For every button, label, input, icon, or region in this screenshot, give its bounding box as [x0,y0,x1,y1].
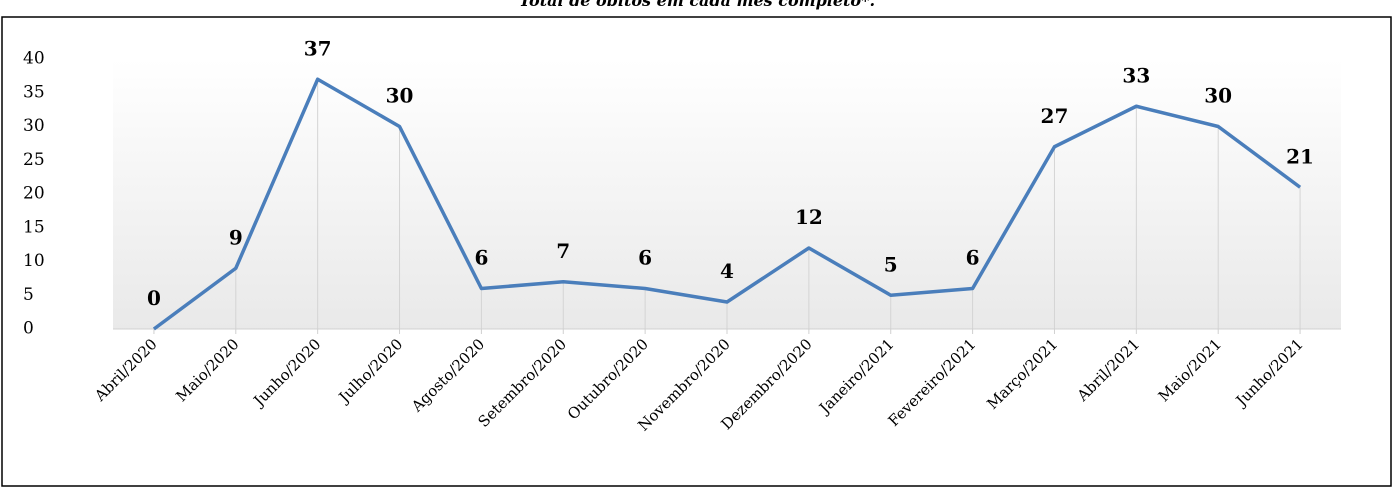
x-tick-label: Junho/2021 [1231,335,1307,411]
data-label: 27 [1041,104,1069,128]
chart-title: Total de óbitos em cada mês completo*. [519,0,875,10]
x-tick-label: Fevereiro/2021 [885,335,980,430]
data-label: 7 [556,239,570,263]
x-tick-label: Maio/2020 [172,335,242,405]
data-label: 0 [147,286,161,310]
data-label: 37 [304,36,332,60]
series-line [152,77,1302,331]
x-tick-label: Dezembro/2020 [717,335,815,433]
y-tick-label: 30 [23,116,45,136]
y-tick-label: 35 [23,82,45,102]
chart-border [1,16,1392,487]
x-tick-label: Agosto/2020 [407,335,488,416]
x-tick-label: Setembro/2020 [474,335,570,431]
y-tick-label: 10 [23,251,45,271]
x-tick-label: Junho/2020 [249,335,325,411]
y-tick-label: 25 [23,150,45,170]
data-label: 33 [1122,63,1150,87]
x-tick-label: Abril/2020 [90,335,160,405]
data-label: 6 [638,246,652,270]
plot-area [113,59,1341,329]
data-label: 30 [1204,84,1232,108]
data-label: 21 [1286,144,1314,168]
data-label: 4 [720,259,734,283]
y-tick-label: 15 [23,217,45,237]
y-tick-label: 5 [23,285,34,305]
data-label: 6 [966,246,980,270]
y-tick-label: 0 [23,319,34,339]
data-label: 12 [795,205,823,229]
y-tick-label: 20 [23,184,45,204]
x-tick-label: Julho/2020 [334,335,406,407]
x-tick-label: Janeiro/2021 [814,335,897,418]
data-label: 5 [884,252,898,276]
data-label: 6 [474,246,488,270]
x-tick-label: Março/2021 [983,335,1061,413]
y-tick-label: 40 [23,49,45,69]
x-tick-label: Abril/2021 [1073,335,1143,405]
data-label: 9 [229,225,243,249]
x-tick-label: Maio/2021 [1155,335,1225,405]
data-label: 30 [386,84,414,108]
x-tick-label: Outubro/2020 [564,335,652,423]
